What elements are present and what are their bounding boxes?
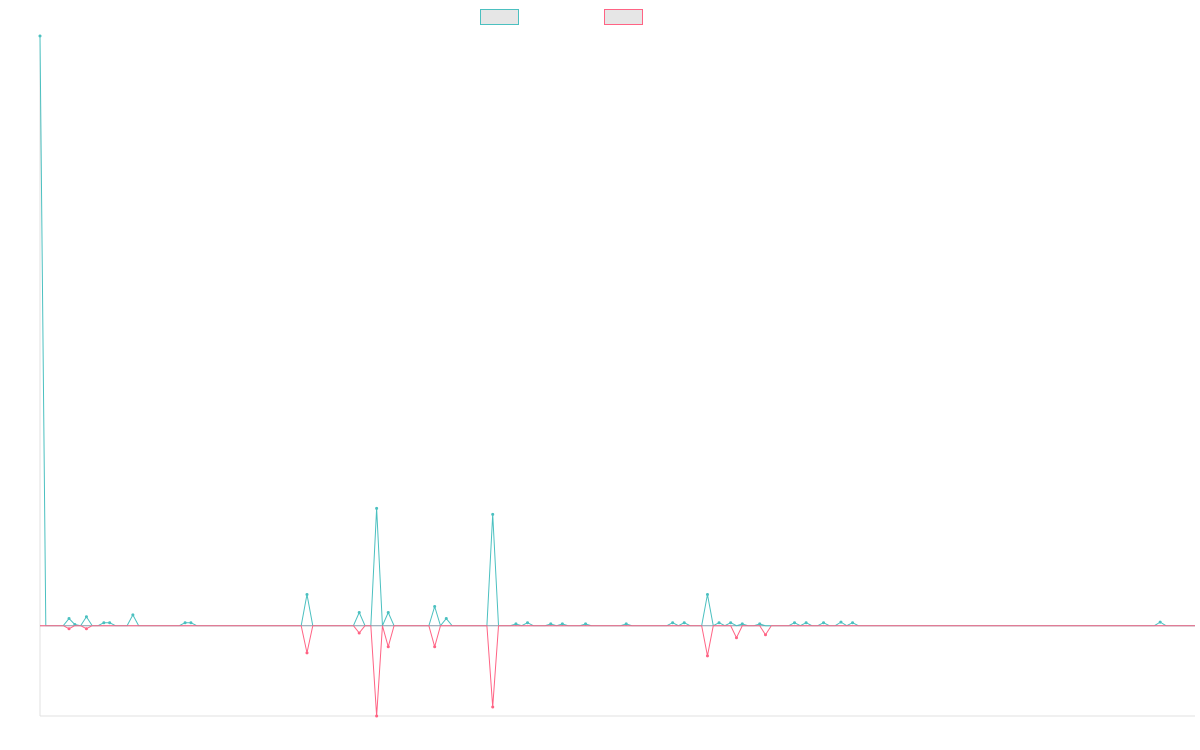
series-a-point[interactable] [357,610,361,614]
series-b-point[interactable] [764,633,768,637]
series-a-point[interactable] [102,621,106,625]
series-a-point[interactable] [584,622,588,626]
series-a-point[interactable] [67,617,71,621]
series-b-point[interactable] [375,714,379,718]
series-a-point[interactable] [526,621,530,625]
series-b-point[interactable] [305,651,309,655]
series-a-point[interactable] [682,621,686,625]
series-a-point[interactable] [444,617,448,621]
legend-swatch-series-a[interactable] [480,9,519,25]
legend-swatch-series-b[interactable] [604,9,643,25]
series-a-line [39,35,1195,627]
series-a-point[interactable] [38,34,42,38]
series-a-point[interactable] [84,615,88,619]
series-b-point[interactable] [705,654,709,658]
series-a-point[interactable] [758,622,762,626]
series-b-line [40,625,1195,717]
series-a-point[interactable] [305,592,309,596]
series-a-point[interactable] [705,592,709,596]
series-a-point[interactable] [851,621,855,625]
series-a-point[interactable] [560,622,564,626]
series-a-point[interactable] [183,621,187,625]
series-a-point[interactable] [131,613,135,617]
series-a-point[interactable] [839,620,843,624]
series-b-point[interactable] [491,705,495,709]
series-a-point[interactable] [386,610,390,614]
series-b-point[interactable] [84,627,88,631]
series-a-point[interactable] [514,622,518,626]
series-layer [38,34,1195,718]
series-a-point[interactable] [189,621,193,625]
series-b-point[interactable] [433,645,437,649]
series-b-point[interactable] [734,636,738,640]
series-a-point[interactable] [1158,620,1162,624]
series-a-point[interactable] [822,621,826,625]
series-b-point[interactable] [67,627,71,631]
series-a-point[interactable] [108,621,112,625]
series-a-point[interactable] [671,621,675,625]
series-b-point[interactable] [386,645,390,649]
series-a-point[interactable] [491,512,495,516]
series-a-point[interactable] [793,621,797,625]
series-a-point[interactable] [375,506,379,510]
series-a-point[interactable] [624,622,628,626]
series-a-point[interactable] [804,621,808,625]
series-a-point[interactable] [740,622,744,626]
series-a-point[interactable] [549,622,553,626]
series-a-point[interactable] [729,621,733,625]
series-a-point[interactable] [717,621,721,625]
series-a-point[interactable] [433,604,437,608]
series-b-point[interactable] [357,631,361,635]
